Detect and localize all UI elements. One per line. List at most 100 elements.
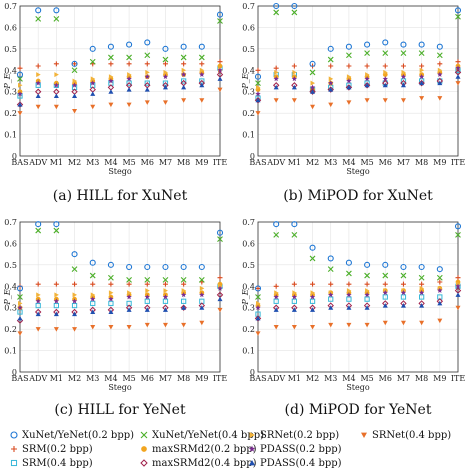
data-point [291,325,297,330]
data-point [437,279,443,285]
series-srm02 [255,59,461,73]
data-point [437,61,443,67]
data-point [199,71,205,77]
data-point [53,227,60,234]
data-point [382,82,388,88]
data-point [418,274,425,281]
data-point [310,307,316,312]
data-point [35,227,42,234]
data-point [53,7,60,14]
legend-marker [141,446,147,452]
y-tick-label: 0.3 [4,304,17,313]
data-point [108,74,114,80]
data-point [400,303,406,308]
y-tick-label: 0.2 [4,325,17,334]
data-point [53,93,59,98]
data-point [35,15,42,22]
data-point [181,322,187,328]
data-point [90,91,96,96]
data-point [162,276,169,283]
data-point [419,96,425,101]
data-point [419,294,425,300]
data-point [400,289,407,296]
data-point [346,74,352,80]
data-point [400,263,407,271]
data-point [126,276,132,283]
data-point [418,41,425,48]
x-tick-label: M5 [122,374,135,383]
legend-entry-pd04: PDASS(0.4 bpp) [249,458,342,469]
data-point [163,69,168,75]
data-point [254,285,262,292]
data-point [126,80,132,86]
y-axis-label: P_E [3,73,12,89]
data-point [256,300,261,306]
data-point [455,275,461,281]
y-tick-label: 0.2 [242,325,255,334]
data-point [89,272,96,279]
y-tick-label: 0.6 [242,239,255,248]
series-pd04 [17,76,223,107]
y-tick-label: 0.5 [242,261,255,270]
series-xy02 [254,221,462,292]
x-tick-label: ADV [28,374,47,383]
series-xy04 [17,227,223,300]
data-point [72,93,78,98]
data-point [255,304,261,311]
data-point [144,100,150,105]
data-point [217,236,223,243]
x-tick-label: BAS [11,158,28,167]
data-point [310,80,316,86]
data-point [346,270,352,277]
data-point [364,41,371,48]
x-tick-label: M9 [433,374,446,383]
data-point [71,298,78,304]
data-point [273,84,279,90]
data-point [108,325,114,330]
data-point [346,281,352,287]
data-point [436,274,443,281]
data-point [364,63,370,69]
data-point [382,75,389,82]
data-point [364,272,370,279]
data-point [346,52,352,59]
data-point [346,291,352,298]
data-point [72,311,78,317]
data-point [310,104,316,110]
series-pd04 [255,292,461,321]
data-point [181,67,187,73]
series-srn04 [17,87,223,116]
data-point [455,81,461,86]
data-point [71,82,78,88]
x-tick-label: M4 [342,374,355,383]
data-point [436,43,443,50]
data-point [71,251,78,258]
data-point [455,65,461,71]
data-point [437,287,443,293]
data-point [291,231,298,238]
data-point [364,261,371,268]
x-tick-label: M5 [360,158,373,167]
data-point [255,67,261,73]
data-point [365,72,370,78]
x-tick-label: M5 [360,374,373,383]
x-tick-label: M3 [324,158,337,167]
data-point [126,325,132,330]
data-point [108,281,114,287]
data-point [255,97,261,103]
data-point [346,288,352,294]
x-tick-label: M8 [415,374,428,383]
data-point [199,285,205,291]
data-point [217,67,223,73]
data-point [17,90,23,97]
y-tick-label: 0.1 [4,347,17,356]
data-point [53,327,59,332]
data-point [144,52,151,59]
data-point [419,281,425,287]
data-point [418,50,425,57]
x-tick-label: M1 [288,374,301,383]
x-tick-label: M3 [86,374,99,383]
x-tick-label: M2 [306,158,319,167]
legend-label: SRNet(0.2 bpp) [260,430,339,441]
legend-entry-srm02: SRM(0.2 bpp) [11,444,93,455]
